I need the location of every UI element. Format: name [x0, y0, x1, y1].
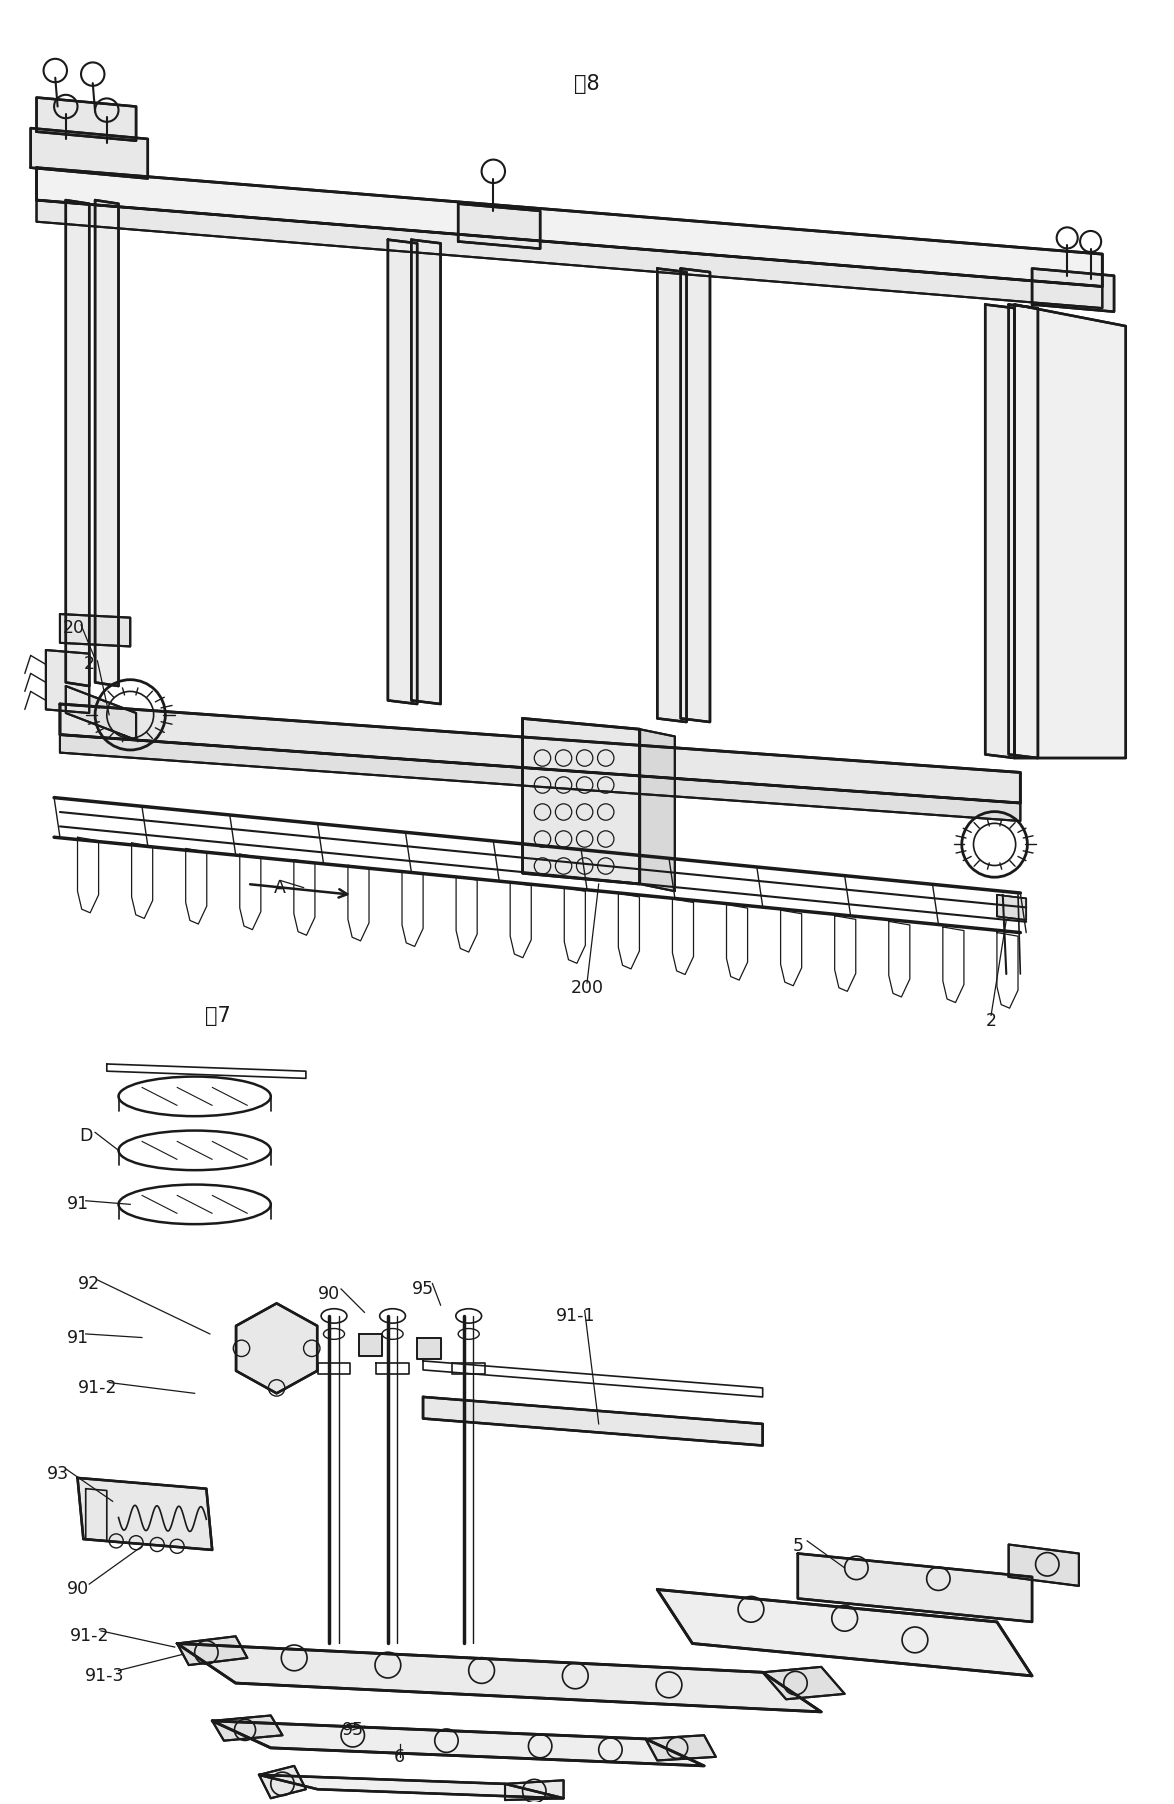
Text: 92: 92: [79, 1275, 100, 1292]
Polygon shape: [411, 240, 440, 704]
Text: 200: 200: [571, 980, 603, 998]
Polygon shape: [212, 1721, 704, 1766]
Polygon shape: [522, 718, 640, 884]
Polygon shape: [36, 97, 136, 141]
Polygon shape: [31, 128, 148, 179]
Polygon shape: [212, 1716, 283, 1741]
Text: 91-3: 91-3: [85, 1667, 124, 1685]
Text: 95: 95: [342, 1721, 364, 1739]
Text: 91-2: 91-2: [69, 1627, 109, 1645]
Polygon shape: [657, 269, 687, 722]
Polygon shape: [417, 1337, 440, 1358]
Polygon shape: [640, 729, 675, 891]
Polygon shape: [66, 686, 136, 740]
Text: 5: 5: [792, 1537, 803, 1555]
Polygon shape: [358, 1333, 382, 1355]
Text: 91-1: 91-1: [555, 1306, 595, 1324]
Text: 91-2: 91-2: [77, 1378, 117, 1396]
Polygon shape: [46, 649, 89, 713]
Text: 91: 91: [67, 1328, 88, 1346]
Polygon shape: [681, 269, 710, 722]
Polygon shape: [1008, 1544, 1079, 1586]
Text: A: A: [275, 879, 286, 897]
Text: 2: 2: [985, 1012, 997, 1030]
Polygon shape: [60, 613, 130, 646]
Polygon shape: [177, 1643, 822, 1712]
Polygon shape: [66, 200, 89, 686]
Text: 90: 90: [67, 1580, 88, 1598]
Polygon shape: [60, 734, 1020, 821]
Polygon shape: [236, 1302, 317, 1393]
Polygon shape: [387, 240, 417, 704]
Polygon shape: [798, 1553, 1032, 1622]
Text: 6: 6: [394, 1748, 405, 1766]
Text: 95: 95: [412, 1281, 434, 1297]
Text: 90: 90: [318, 1284, 340, 1302]
Polygon shape: [997, 895, 1026, 920]
Polygon shape: [763, 1667, 844, 1699]
Polygon shape: [505, 1781, 564, 1800]
Polygon shape: [259, 1766, 306, 1799]
Polygon shape: [60, 704, 1020, 803]
Polygon shape: [259, 1775, 564, 1799]
Text: 图7: 图7: [205, 1007, 231, 1026]
Polygon shape: [36, 200, 1102, 308]
Polygon shape: [423, 1396, 763, 1445]
Polygon shape: [77, 1477, 212, 1550]
Polygon shape: [1032, 269, 1114, 312]
Polygon shape: [657, 1589, 1032, 1676]
Polygon shape: [95, 200, 119, 686]
Text: 20: 20: [63, 619, 85, 637]
Text: D: D: [79, 1128, 93, 1146]
Polygon shape: [1008, 305, 1038, 758]
Text: 93: 93: [47, 1465, 68, 1483]
Text: 91: 91: [67, 1196, 88, 1214]
Polygon shape: [458, 204, 540, 249]
Polygon shape: [177, 1636, 248, 1665]
Polygon shape: [1014, 305, 1126, 758]
Polygon shape: [985, 305, 1014, 758]
Text: 图8: 图8: [574, 74, 600, 94]
Polygon shape: [646, 1735, 716, 1761]
Text: 2: 2: [83, 655, 95, 673]
Polygon shape: [36, 168, 1102, 287]
